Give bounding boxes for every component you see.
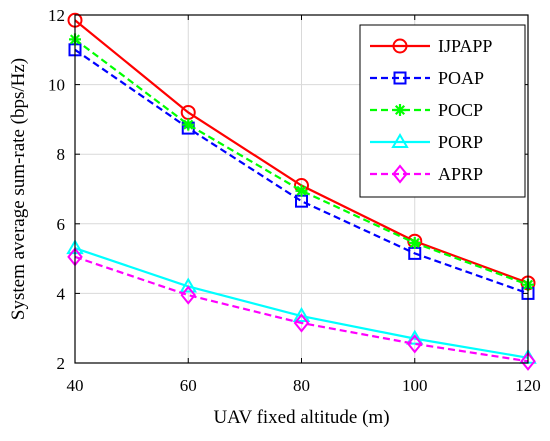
y-tick-label: 12	[48, 6, 65, 25]
series-line	[74, 255, 529, 363]
legend-item: PORP	[370, 132, 483, 152]
series-line	[74, 48, 529, 295]
x-axis-label: UAV fixed altitude (m)	[213, 407, 389, 428]
legend-marker	[393, 71, 407, 85]
legend-label: IJPAPP	[438, 36, 492, 56]
series-lines	[66, 12, 537, 371]
series-line	[74, 38, 529, 286]
legend-item: IJPAPP	[370, 36, 492, 56]
data-point	[406, 334, 423, 354]
data-point	[292, 307, 311, 323]
legend-label: APRP	[438, 164, 483, 184]
legend-marker	[394, 104, 406, 116]
x-tick-label: 120	[515, 376, 541, 395]
y-tick-label: 6	[57, 215, 66, 234]
y-axis-label: System average sum-rate (bps/Hz)	[8, 58, 29, 320]
data-point	[408, 236, 421, 249]
legend-item: APRP	[370, 164, 483, 184]
legend-label: POCP	[438, 100, 483, 120]
legend-marker	[392, 38, 408, 54]
legend-items: IJPAPP POAP POCP PORP APRP	[370, 36, 492, 184]
x-tick-label: 40	[67, 376, 84, 395]
legend: IJPAPP POAP POCP PORP APRP	[359, 24, 526, 198]
y-tick-label: 4	[57, 284, 66, 303]
legend-marker	[392, 164, 408, 184]
x-tick-label: 80	[293, 376, 310, 395]
data-point	[295, 184, 308, 197]
legend-item: POCP	[370, 100, 483, 120]
data-point	[406, 329, 424, 345]
legend-label: POAP	[438, 68, 484, 88]
y-tick-label: 10	[48, 76, 65, 95]
data-point	[179, 277, 197, 293]
x-tick-label: 60	[180, 376, 197, 395]
data-point	[293, 313, 310, 333]
axis-ticks: 40 60 80 100 120 2 4 6 8 10 12	[48, 6, 541, 395]
x-tick-label: 100	[402, 376, 428, 395]
data-point	[180, 285, 197, 305]
legend-marker	[391, 133, 409, 148]
y-tick-label: 2	[57, 354, 66, 373]
data-point	[182, 118, 195, 131]
legend-label: PORP	[438, 132, 483, 152]
legend-item: POAP	[370, 68, 484, 88]
data-point	[520, 351, 536, 371]
y-tick-label: 8	[57, 145, 66, 164]
